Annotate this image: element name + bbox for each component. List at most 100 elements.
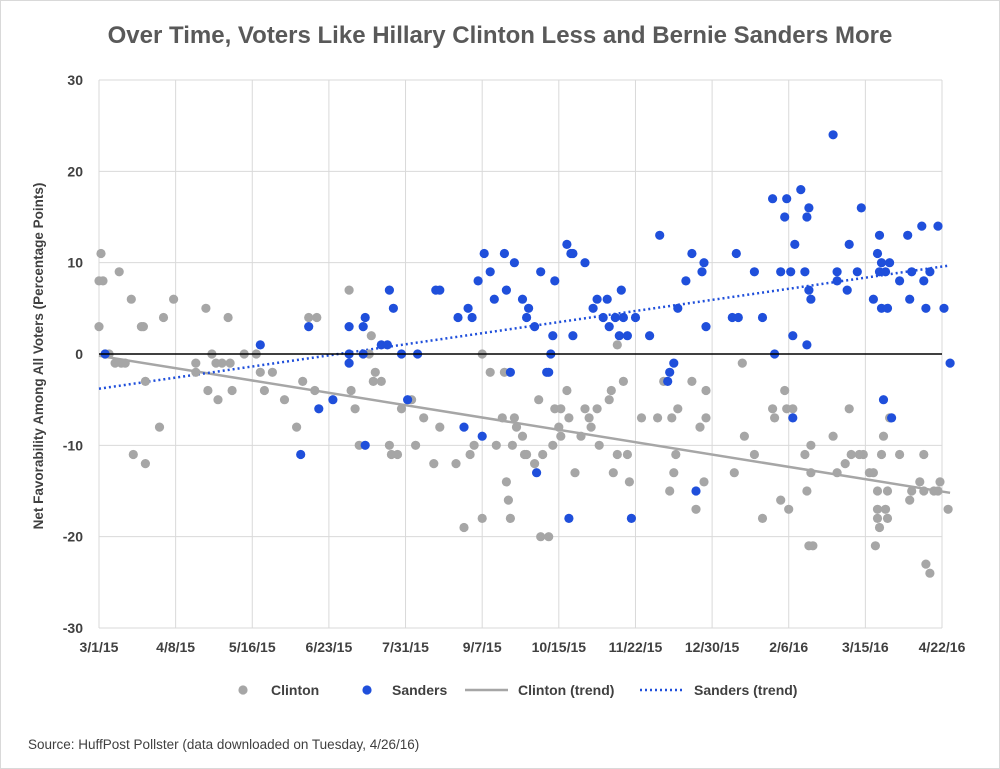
sanders-point (895, 276, 905, 286)
sanders-point (384, 285, 394, 295)
clinton-point (737, 358, 747, 368)
clinton-point (691, 504, 701, 514)
clinton-point (507, 440, 517, 450)
clinton-point (556, 404, 566, 414)
clinton-point (350, 404, 360, 414)
sanders-point (788, 331, 798, 341)
clinton-point (832, 468, 842, 478)
sanders-point (806, 294, 816, 304)
clinton-point (905, 495, 915, 505)
sanders-point (588, 303, 598, 313)
sanders-point (749, 267, 760, 277)
sanders-point (786, 267, 796, 277)
clinton-point (800, 449, 810, 460)
clinton-point (671, 449, 681, 460)
legend-sanders-label: Sanders (392, 682, 447, 698)
sanders-point (382, 340, 392, 350)
clinton-point (868, 468, 879, 478)
clinton-point (872, 486, 883, 496)
sanders-point (598, 312, 608, 323)
clinton-point (808, 541, 818, 551)
sanders-point (655, 230, 665, 240)
clinton-point (419, 413, 429, 423)
sanders-point (876, 258, 887, 268)
clinton-point (128, 449, 138, 460)
clinton-point (396, 404, 407, 414)
clinton-point (346, 385, 356, 396)
clinton-point (806, 468, 816, 478)
legend: Clinton Sanders Clinton (trend) Sanders (tr… (238, 682, 797, 698)
sanders-point (832, 276, 842, 286)
clinton-point (876, 449, 887, 460)
sanders-point (548, 331, 558, 341)
clinton-point (624, 477, 635, 487)
clinton-point (497, 413, 507, 423)
sanders-point (874, 230, 885, 240)
sanders-point (768, 194, 778, 204)
sanders-point (731, 248, 741, 259)
x-tick-label: 2/6/16 (769, 639, 808, 655)
sanders-point (501, 285, 511, 295)
y-axis-label: Net Favorability Among All Voters (Perce… (31, 183, 46, 530)
clinton-point (701, 413, 711, 423)
sanders-point (344, 358, 354, 368)
sanders-point (933, 221, 943, 231)
clinton-point (469, 440, 479, 450)
x-tick-label: 5/16/15 (229, 639, 276, 655)
sanders-point (699, 258, 709, 268)
sanders-point (872, 248, 883, 259)
axes: 30 20 10 0 -10 -20 -30 3/1/15 4/8/15 5/16/15 6/23/… (63, 72, 966, 655)
sanders-point (939, 303, 949, 313)
clinton-point (895, 449, 905, 460)
clinton-point (673, 404, 683, 414)
clinton-point (592, 404, 602, 414)
sanders-point (804, 285, 814, 295)
sanders-point (360, 312, 370, 323)
sanders-point (358, 322, 368, 332)
clinton-point (618, 376, 629, 386)
y-tick-label: -10 (63, 437, 83, 453)
sanders-trend-line (98, 264, 951, 390)
sanders-point (562, 239, 572, 249)
clinton-point (140, 459, 150, 469)
sanders-point (610, 312, 620, 323)
clinton-point (687, 376, 697, 386)
clinton-point (201, 303, 211, 313)
clinton-point (562, 385, 572, 396)
sanders-point (802, 340, 812, 350)
clinton-point (465, 449, 475, 460)
sanders-point (344, 322, 354, 332)
clinton-point (788, 404, 798, 414)
sanders-point (663, 376, 673, 386)
clinton-point (749, 449, 760, 460)
data-points (94, 130, 955, 578)
clinton-point (874, 522, 885, 533)
clinton-point (505, 513, 515, 524)
clinton-point (536, 532, 546, 542)
clinton-point (564, 413, 574, 423)
clinton-point (223, 312, 233, 323)
clinton-point (622, 449, 633, 460)
clinton-point (882, 486, 893, 496)
sanders-point (509, 258, 519, 268)
clinton-point (784, 504, 794, 514)
clinton-point (98, 276, 108, 286)
x-tick-label: 10/15/15 (532, 639, 587, 655)
legend-clinton: Clinton (238, 682, 319, 698)
clinton-point (858, 449, 868, 460)
x-tick-label: 3/15/16 (842, 639, 889, 655)
sanders-point (314, 404, 324, 414)
clinton-point (935, 477, 945, 487)
clinton-point (612, 449, 622, 460)
clinton-point (770, 413, 780, 423)
sanders-point (536, 267, 546, 277)
sanders-point (780, 212, 790, 222)
clinton-point (870, 541, 881, 551)
clinton-point (368, 376, 378, 386)
sanders-point (568, 331, 578, 341)
sanders-point (907, 267, 917, 277)
sanders-point (800, 267, 810, 277)
clinton-point (225, 358, 235, 368)
clinton-point (158, 312, 169, 323)
